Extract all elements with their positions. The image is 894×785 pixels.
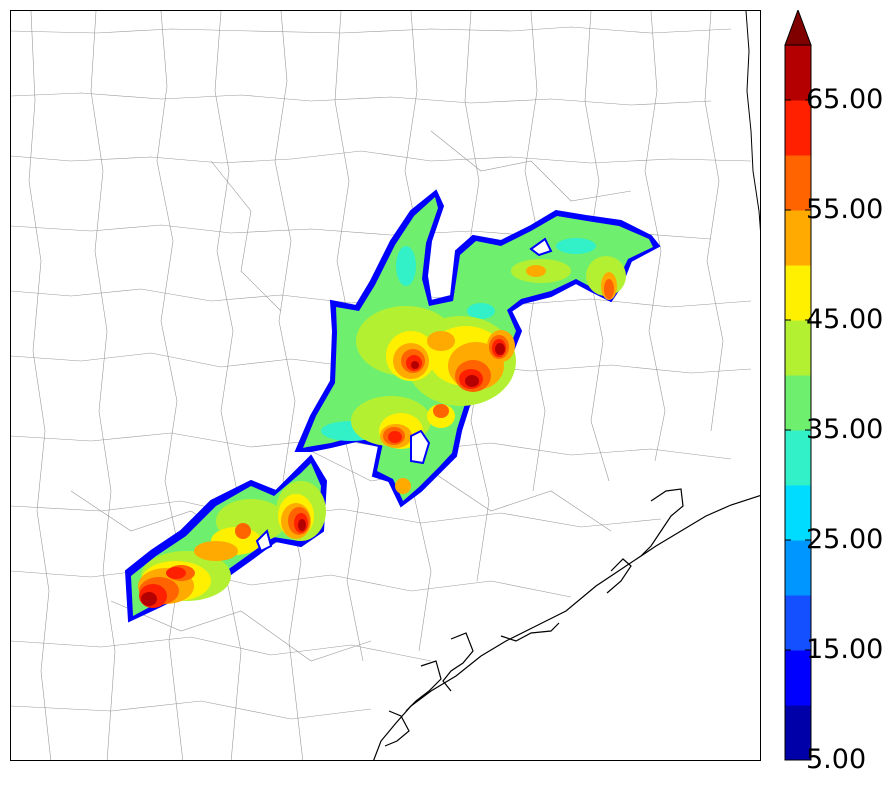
- colorbar-bin: [785, 595, 811, 651]
- colorbar-tick-label: 15.00: [806, 634, 884, 665]
- colorbar-bin: [785, 705, 811, 761]
- colorbar-bin: [785, 265, 811, 321]
- colorbar-tick-label: 55.00: [806, 194, 884, 225]
- colorbar-bins: [785, 45, 811, 761]
- colorbar-extend-triangle: [784, 10, 812, 46]
- colorbar-bin: [785, 100, 811, 156]
- colorbar-bin: [785, 155, 811, 211]
- state-boundary: [745, 11, 760, 232]
- reflectivity-field: [124, 189, 661, 623]
- reflectivity-map: [11, 11, 760, 760]
- colorbar: [784, 10, 812, 761]
- colorbar-bin: [785, 320, 811, 376]
- colorbar-bin: [785, 430, 811, 486]
- colorbar-tick-label: 65.00: [806, 84, 884, 115]
- coastline: [373, 488, 760, 760]
- colorbar-tick-label: 35.00: [806, 414, 884, 445]
- colorbar-bin: [785, 540, 811, 596]
- colorbar-tick-label: 25.00: [806, 524, 884, 555]
- colorbar-bin: [785, 375, 811, 431]
- colorbar-tick-label: 5.00: [806, 744, 867, 775]
- colorbar-ticks: [785, 99, 811, 761]
- colorbar-tick-label: 45.00: [806, 304, 884, 335]
- colorbar-bin: [785, 210, 811, 266]
- colorbar-bin: [785, 485, 811, 541]
- colorbar-outline: [784, 44, 812, 761]
- colorbar-bin: [785, 45, 811, 101]
- colorbar-bin: [785, 650, 811, 706]
- map-panel: [10, 10, 761, 761]
